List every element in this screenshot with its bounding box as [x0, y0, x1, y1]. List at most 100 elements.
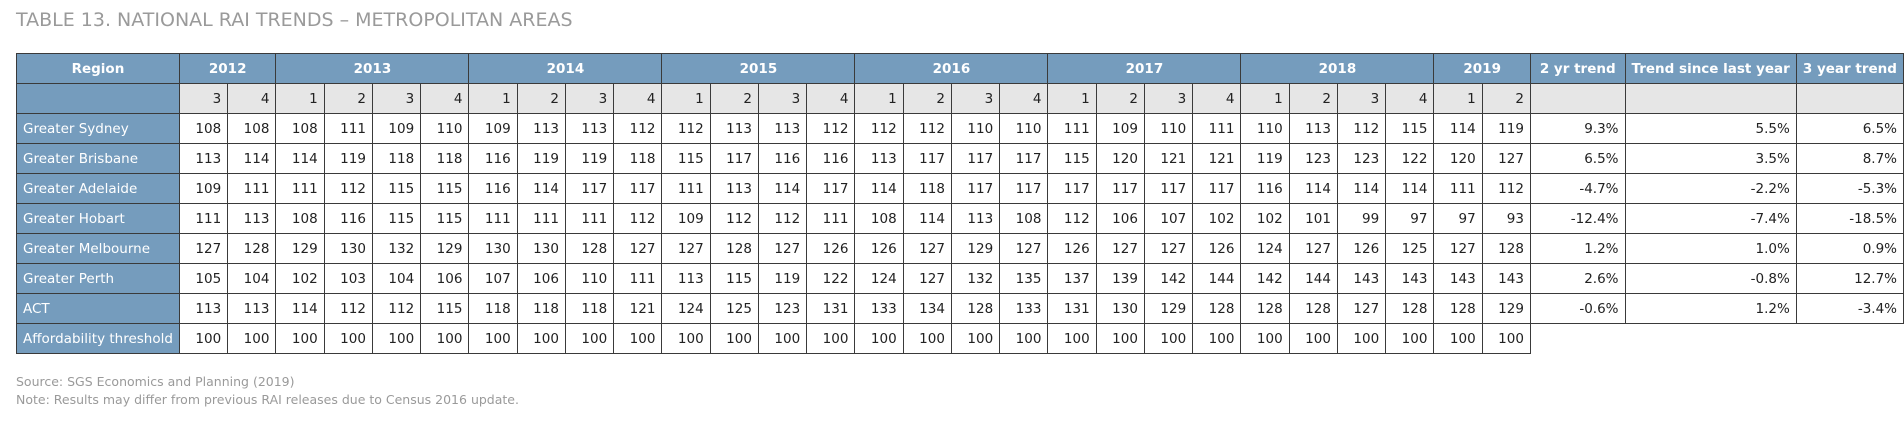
value-cell: 100 — [1385, 323, 1435, 354]
value-cell: 111 — [1433, 173, 1483, 204]
value-cell: 113 — [178, 143, 229, 174]
value-cell: 117 — [564, 173, 615, 204]
value-cell: 118 — [468, 293, 518, 324]
value-cell: 126 — [1047, 233, 1097, 264]
value-cell: 102 — [1240, 203, 1290, 234]
value-cell: 114 — [1385, 173, 1435, 204]
value-cell: 100 — [227, 323, 277, 354]
value-cell: 132 — [950, 263, 1001, 294]
quarter-header: 4 — [420, 83, 470, 114]
value-cell: 111 — [227, 173, 277, 204]
value-cell: 128 — [1385, 293, 1435, 324]
value-cell: 131 — [1047, 293, 1097, 324]
value-cell: 117 — [999, 143, 1049, 174]
trend-cell: -3.4% — [1795, 293, 1904, 324]
column-header: 3 year trend — [1795, 53, 1904, 84]
quarter-header: 2 — [902, 83, 952, 114]
blank-cell — [1529, 83, 1626, 114]
value-cell: 115 — [1047, 143, 1097, 174]
value-cell: 111 — [1047, 113, 1097, 144]
value-cell: 129 — [1143, 293, 1194, 324]
value-cell: 106 — [1095, 203, 1145, 234]
year-header: 2012 — [178, 53, 277, 84]
data-table: Region 2012 2013 2014 2015 2016 2017 2018 2019 2 … — [16, 53, 1904, 354]
value-cell: 100 — [1047, 323, 1097, 354]
value-cell: 114 — [1433, 113, 1483, 144]
value-cell: 121 — [1192, 143, 1242, 174]
trend-cell: -0.6% — [1529, 293, 1626, 324]
year-header: 2019 — [1433, 53, 1531, 84]
value-cell: 122 — [806, 263, 856, 294]
table-title: TABLE 13. NATIONAL RAI TRENDS – METROPOL… — [16, 9, 573, 31]
value-cell: 113 — [178, 293, 229, 324]
data-row: Greater Hobart 111 113 108 116 115 115 111 111 11… — [16, 203, 1904, 234]
value-cell: 114 — [757, 173, 808, 204]
value-cell: 108 — [854, 203, 904, 234]
region-cell: Greater Adelaide — [16, 173, 180, 204]
value-cell: 126 — [806, 233, 856, 264]
value-cell: 100 — [371, 323, 422, 354]
value-cell: 111 — [564, 203, 615, 234]
value-cell: 113 — [227, 293, 277, 324]
value-cell: 117 — [950, 143, 1001, 174]
quarter-header: 1 — [468, 83, 518, 114]
value-cell: 109 — [661, 203, 711, 234]
value-cell: 100 — [1336, 323, 1387, 354]
value-cell: 135 — [999, 263, 1049, 294]
value-cell: 142 — [1143, 263, 1194, 294]
value-cell: 108 — [178, 113, 229, 144]
value-cell: 113 — [227, 203, 277, 234]
value-cell: 142 — [1240, 263, 1290, 294]
value-cell: 118 — [613, 143, 663, 174]
trend-cell: 12.7% — [1795, 263, 1904, 294]
value-cell: 123 — [1288, 143, 1338, 174]
value-cell: 122 — [1385, 143, 1435, 174]
region-cell: Greater Melbourne — [16, 233, 180, 264]
value-cell: 110 — [564, 263, 615, 294]
value-cell: 123 — [1336, 143, 1387, 174]
value-cell: 108 — [275, 113, 325, 144]
value-cell: 100 — [661, 323, 711, 354]
value-cell: 97 — [1385, 203, 1435, 234]
value-cell: 113 — [854, 143, 904, 174]
value-cell: 100 — [854, 323, 904, 354]
value-cell: 113 — [709, 113, 759, 144]
value-cell: 128 — [1192, 293, 1242, 324]
value-cell: 104 — [227, 263, 277, 294]
value-cell: 114 — [1336, 173, 1387, 204]
quarter-header: 3 — [1143, 83, 1194, 114]
data-row: Greater Adelaide 109 111 111 112 115 115 116 114… — [16, 173, 1904, 204]
value-cell: 111 — [323, 113, 373, 144]
value-cell: 111 — [661, 173, 711, 204]
value-cell: 100 — [709, 323, 759, 354]
trend-cell: 9.3% — [1529, 113, 1626, 144]
value-cell: 126 — [854, 233, 904, 264]
blank-cell — [1796, 324, 1903, 354]
value-cell: 118 — [902, 173, 952, 204]
value-cell: 111 — [806, 203, 856, 234]
quarter-header: 4 — [227, 83, 277, 114]
value-cell: 112 — [371, 293, 422, 324]
value-cell: 127 — [902, 263, 952, 294]
blank-cell — [1530, 324, 1625, 354]
value-cell: 116 — [468, 143, 518, 174]
value-cell: 111 — [468, 203, 518, 234]
value-cell: 102 — [275, 263, 325, 294]
value-cell: 110 — [999, 113, 1049, 144]
value-cell: 119 — [1481, 113, 1531, 144]
value-cell: 117 — [1095, 173, 1145, 204]
region-cell: Greater Sydney — [16, 113, 180, 144]
quarter-header: 1 — [1047, 83, 1097, 114]
value-cell: 105 — [178, 263, 229, 294]
value-cell: 128 — [709, 233, 759, 264]
value-cell: 100 — [999, 323, 1049, 354]
value-cell: 116 — [323, 203, 373, 234]
value-cell: 100 — [420, 323, 470, 354]
value-cell: 100 — [950, 323, 1001, 354]
value-cell: 114 — [275, 143, 325, 174]
year-header: 2017 — [1047, 53, 1242, 84]
trend-cell: 1.0% — [1624, 233, 1797, 264]
quarter-header: 4 — [806, 83, 856, 114]
value-cell: 114 — [516, 173, 566, 204]
